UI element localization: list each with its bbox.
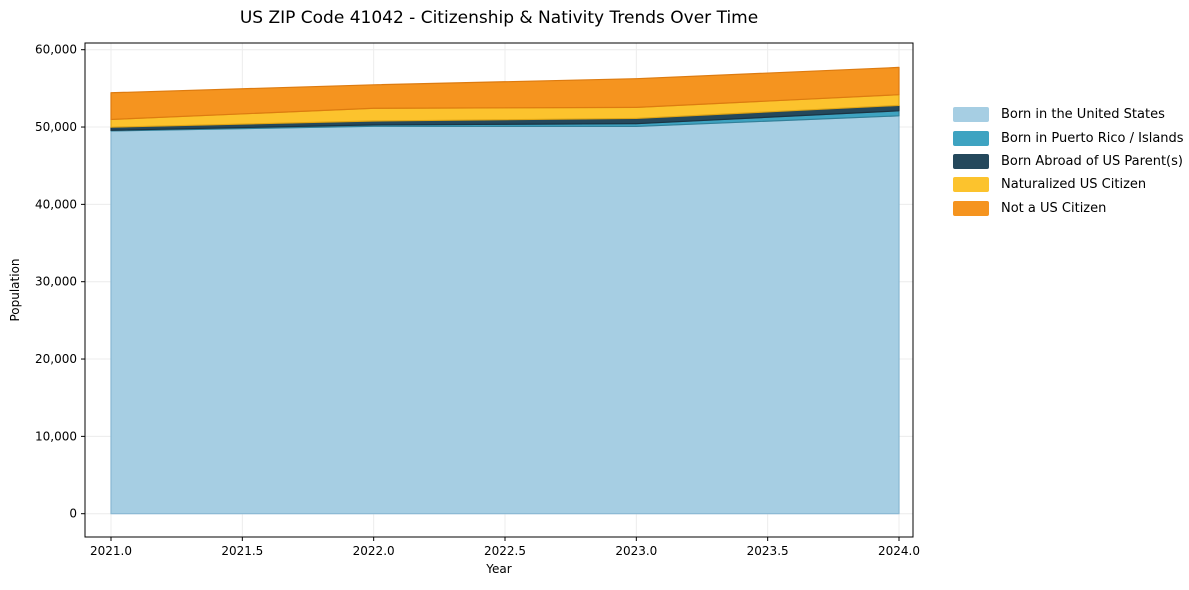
legend-swatch	[953, 130, 989, 146]
legend-label: Born Abroad of US Parent(s)	[1001, 153, 1183, 169]
legend-item: Born in the United States	[953, 103, 1184, 126]
x-axis-label: Year	[486, 562, 512, 576]
legend-item: Naturalized US Citizen	[953, 173, 1184, 196]
y-tick-label: 20,000	[35, 352, 77, 366]
legend-item: Born in Puerto Rico / Islands	[953, 126, 1184, 149]
area-series	[110, 66, 900, 121]
legend-label: Born in the United States	[1001, 107, 1165, 123]
y-tick-label: 40,000	[35, 197, 77, 211]
x-tick-label: 2021.0	[90, 544, 132, 558]
legend-swatch	[953, 153, 989, 169]
legend-item: Born Abroad of US Parent(s)	[953, 150, 1184, 173]
legend-label: Not a US Citizen	[1001, 200, 1107, 216]
x-tick-label: 2022.5	[484, 544, 526, 558]
legend-swatch	[953, 107, 989, 123]
chart-title: US ZIP Code 41042 - Citizenship & Nativi…	[239, 8, 759, 28]
y-tick-label: 30,000	[35, 275, 77, 289]
y-tick-label: 60,000	[35, 43, 77, 57]
x-tick-label: 2022.0	[353, 544, 395, 558]
y-tick-label: 50,000	[35, 120, 77, 134]
y-tick-label: 0	[69, 507, 77, 521]
x-tick-label: 2024.0	[878, 544, 920, 558]
x-tick-label: 2023.0	[615, 544, 657, 558]
legend-label: Born in Puerto Rico / Islands	[1001, 130, 1184, 146]
legend-swatch	[953, 177, 989, 193]
area-series	[110, 115, 900, 515]
x-tick-label: 2023.5	[747, 544, 789, 558]
legend-item: Not a US Citizen	[953, 197, 1184, 220]
x-tick-label: 2021.5	[221, 544, 263, 558]
legend-swatch	[953, 200, 989, 216]
plot-border	[84, 42, 914, 538]
y-axis-label: Population	[8, 258, 22, 322]
legend-label: Naturalized US Citizen	[1001, 177, 1147, 193]
y-tick-label: 10,000	[35, 429, 77, 443]
legend: Born in the United States Born in Puerto …	[953, 103, 1184, 220]
